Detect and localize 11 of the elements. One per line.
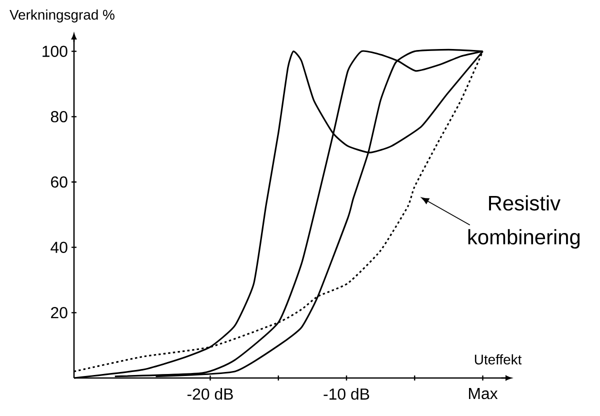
y-tick-label: 80 [50,111,68,122]
annotation: Resistiv kombinering [468,195,580,249]
y-tick-label: 60 [51,176,68,188]
x-axis-title: Uteffekt [474,354,522,364]
x-tick-label: Max [469,388,498,400]
y-tick-label: 100 [42,46,68,57]
y-tick-label: 40 [50,242,68,253]
y-tick-label: 20 [51,307,68,318]
x-tick-label: -20 dB [187,388,233,400]
x-tick-label: -10 dB [324,388,370,400]
y-axis-title: Verkningsgrad % [10,9,114,22]
